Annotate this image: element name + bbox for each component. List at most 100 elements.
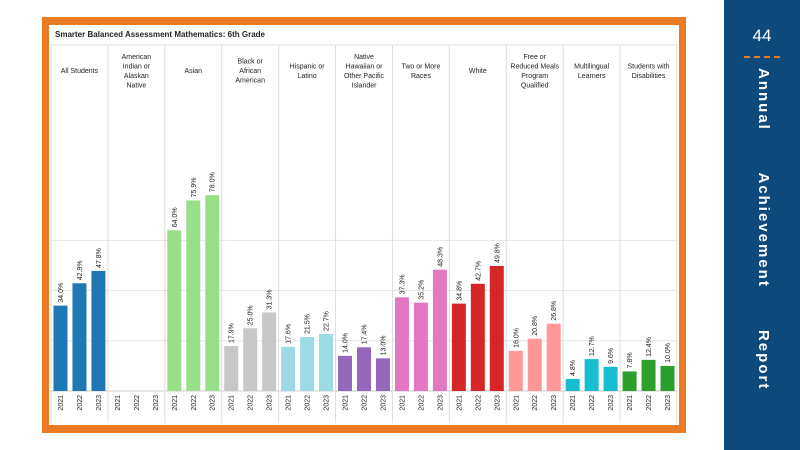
group-header-label: Reduced Meals <box>510 63 559 70</box>
bar <box>224 346 239 391</box>
x-tick-label: 2021 <box>343 395 350 411</box>
bar <box>451 303 466 391</box>
data-label: 16.0% <box>513 328 520 348</box>
x-tick-label: 2023 <box>267 395 274 411</box>
group-header-label: Asian <box>185 68 203 75</box>
bar <box>432 269 447 391</box>
group-header-label: Students with <box>628 63 670 70</box>
chart-title: Smarter Balanced Assessment Mathematics:… <box>55 30 266 39</box>
bar <box>622 371 637 391</box>
data-label: 37.3% <box>399 274 406 294</box>
group-header-label: American <box>235 78 265 85</box>
x-tick-label: 2023 <box>665 395 672 411</box>
x-tick-label: 2023 <box>324 395 331 411</box>
data-label: 10.0% <box>665 343 672 363</box>
data-label: 42.7% <box>475 261 482 281</box>
x-tick-label: 2022 <box>248 395 255 411</box>
bar <box>489 265 504 391</box>
x-tick-label: 2022 <box>77 395 84 411</box>
bar <box>72 283 87 391</box>
data-label: 21.5% <box>305 314 312 334</box>
group-header-label: Disabilities <box>632 73 666 80</box>
sidebar: 44 Annual Achievement Report <box>724 0 800 450</box>
bar <box>470 283 485 391</box>
bar <box>375 358 390 391</box>
group-header-label: Other Pacific <box>344 73 385 80</box>
x-tick-label: 2022 <box>532 395 539 411</box>
x-tick-label: 2023 <box>210 395 217 411</box>
group-header-label: Races <box>411 73 431 80</box>
data-label: 4.8% <box>570 360 577 376</box>
data-label: 12.4% <box>646 337 653 357</box>
x-tick-label: 2023 <box>551 395 558 411</box>
bar <box>243 328 258 391</box>
x-tick-label: 2022 <box>191 395 198 411</box>
x-tick-label: 2021 <box>286 395 293 411</box>
x-tick-label: 2023 <box>380 395 387 411</box>
group-header-label: Alaskan <box>124 73 149 80</box>
data-label: 47.8% <box>96 248 103 268</box>
bar <box>281 346 296 391</box>
x-tick-label: 2021 <box>570 395 577 411</box>
bar <box>565 378 580 391</box>
data-label: 17.6% <box>286 324 293 344</box>
bar <box>413 302 428 391</box>
x-tick-label: 2023 <box>494 395 501 411</box>
group-header-label: Native <box>354 54 374 61</box>
bar <box>660 365 675 391</box>
report-title: Annual Achievement Report <box>755 68 772 391</box>
bar <box>91 270 106 391</box>
x-tick-label: 2021 <box>456 395 463 411</box>
data-label: 17.4% <box>362 324 369 344</box>
bar <box>186 200 201 391</box>
data-label: 17.9% <box>229 323 236 343</box>
data-label: 48.3% <box>437 247 444 267</box>
x-tick-label: 2023 <box>96 395 103 411</box>
accent-divider <box>744 56 780 58</box>
bar <box>603 366 618 391</box>
data-label: 34.8% <box>456 281 463 301</box>
x-tick-label: 2021 <box>115 395 122 411</box>
chart-panel: Smarter Balanced Assessment Mathematics:… <box>49 25 679 425</box>
group-header-label: Indian or <box>123 63 151 70</box>
bar <box>584 359 599 391</box>
group-header-label: All Students <box>61 68 99 75</box>
bar <box>167 230 182 391</box>
x-tick-label: 2023 <box>437 395 444 411</box>
data-label: 9.6% <box>608 348 615 364</box>
x-tick-label: 2022 <box>305 395 312 411</box>
bar <box>53 305 68 391</box>
bar <box>546 323 561 391</box>
group-header-label: Islander <box>352 82 378 89</box>
x-tick-label: 2022 <box>589 395 596 411</box>
data-label: 7.8% <box>627 352 634 368</box>
bar <box>527 338 542 391</box>
x-tick-label: 2023 <box>153 395 160 411</box>
group-header-label: Latino <box>298 73 317 80</box>
group-header-label: Native <box>126 82 146 89</box>
group-header-label: African <box>239 68 261 75</box>
data-label: 22.7% <box>324 311 331 331</box>
group-header-label: White <box>469 68 487 75</box>
x-tick-label: 2022 <box>134 395 141 411</box>
bar-chart: All Students 34.0% 2021 42.9% 2022 47.8% 2023 A… <box>50 44 678 423</box>
group-header-label: Program <box>521 73 548 80</box>
bar <box>262 312 277 391</box>
data-label: 12.7% <box>589 336 596 356</box>
data-label: 34.0% <box>58 283 65 303</box>
x-tick-label: 2021 <box>627 395 634 411</box>
x-tick-label: 2021 <box>58 395 65 411</box>
data-label: 25.0% <box>248 305 255 325</box>
bar <box>319 333 334 391</box>
data-label: 42.9% <box>77 260 84 280</box>
data-label: 75.9% <box>191 178 198 198</box>
x-tick-label: 2022 <box>418 395 425 411</box>
data-label: 78.0% <box>210 172 217 192</box>
data-label: 14.0% <box>343 333 350 353</box>
bar <box>300 337 315 391</box>
x-tick-label: 2022 <box>362 395 369 411</box>
group-header-label: Learners <box>578 73 606 80</box>
group-header-label: Multilingual <box>574 63 609 70</box>
bar <box>357 347 371 391</box>
bar <box>205 195 220 391</box>
